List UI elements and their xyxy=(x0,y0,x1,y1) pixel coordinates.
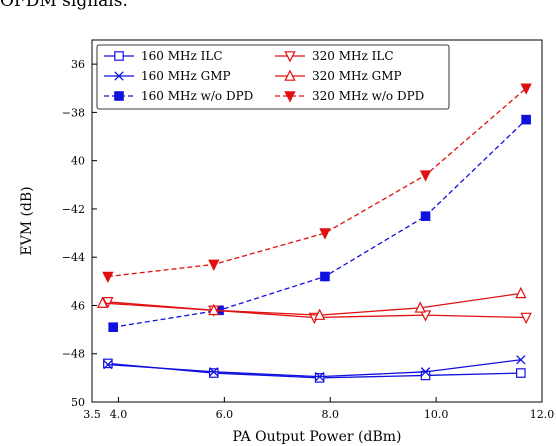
y-tick-label: 50 xyxy=(71,396,85,409)
x-tick-label: 12.0 xyxy=(530,408,555,421)
y-tick-label: −44 xyxy=(62,251,85,264)
y-tick-label: 46 xyxy=(71,299,85,312)
series-5 xyxy=(96,286,527,320)
y-axis-label: EVM (dB) xyxy=(19,186,35,255)
y-tick-label: 36 xyxy=(71,58,85,71)
x-tick-label: 10.0 xyxy=(424,408,449,421)
y-tick-label: −48 xyxy=(62,348,85,361)
data-point xyxy=(313,308,326,320)
data-point xyxy=(516,355,526,365)
data-point xyxy=(102,297,114,309)
series-line xyxy=(107,362,521,379)
data-point xyxy=(520,83,532,95)
data-point xyxy=(314,373,325,383)
data-point xyxy=(319,228,331,240)
series-2 xyxy=(103,355,526,382)
legend-marker xyxy=(114,91,124,101)
data-point xyxy=(414,301,426,313)
legend-label: 160 MHz w/o DPD xyxy=(141,89,253,103)
x-tick-label: 6.0 xyxy=(216,408,234,421)
data-point xyxy=(521,114,531,125)
series-line xyxy=(102,292,521,316)
data-point xyxy=(515,286,527,299)
x-tick-label: 4.0 xyxy=(110,408,128,421)
x-tick-label: 8.0 xyxy=(321,408,339,421)
legend-marker xyxy=(114,71,124,81)
axes: 3.5 4.0 6.0 8.0 10.0 12.0 50 −48 46 −44 −42 40 −38 36 xyxy=(62,58,554,421)
legend: 160 MHz ILC 160 MHz GMP 160 MHz w/o DPD 320… xyxy=(96,44,450,110)
data-point xyxy=(96,296,109,308)
x-axis-label: PA Output Power (dBm) xyxy=(232,429,401,445)
caption-fragment: OFDM signals. xyxy=(0,0,128,11)
legend-marker xyxy=(114,51,124,61)
legend-marker xyxy=(284,91,296,103)
series-line xyxy=(113,119,527,328)
data-point xyxy=(516,368,526,378)
y-tick-label: −38 xyxy=(62,106,85,119)
data-point xyxy=(208,259,220,271)
legend-marker xyxy=(284,51,296,63)
data-point xyxy=(419,310,432,322)
legend-label: 320 MHz w/o DPD xyxy=(312,89,424,103)
data-point xyxy=(108,322,118,332)
data-point xyxy=(419,170,432,182)
data-point xyxy=(314,372,325,382)
data-point xyxy=(420,211,431,221)
data-point xyxy=(103,359,113,370)
series-1 xyxy=(103,358,526,383)
x-tick-label: 3.5 xyxy=(83,408,101,421)
data-point xyxy=(208,368,219,378)
y-tick-label: 40 xyxy=(71,155,85,168)
legend-label: 320 MHz GMP xyxy=(312,69,402,83)
series-layer xyxy=(96,83,532,383)
series-6 xyxy=(102,83,532,284)
y-tick-label: −42 xyxy=(62,203,85,216)
data-point xyxy=(103,358,113,369)
legend-label: 320 MHz ILC xyxy=(312,49,394,63)
legend-label: 160 MHz GMP xyxy=(141,69,231,83)
plot-frame xyxy=(91,39,543,403)
legend-box xyxy=(96,44,450,110)
series-line xyxy=(107,87,527,278)
series-3 xyxy=(108,114,531,332)
legend-marker xyxy=(284,69,296,81)
data-point xyxy=(102,271,114,284)
data-point xyxy=(320,271,330,282)
data-point xyxy=(420,367,431,377)
data-point xyxy=(208,303,220,316)
data-point xyxy=(520,312,532,325)
data-point xyxy=(209,367,219,377)
legend-label: 160 MHz ILC xyxy=(141,49,223,63)
